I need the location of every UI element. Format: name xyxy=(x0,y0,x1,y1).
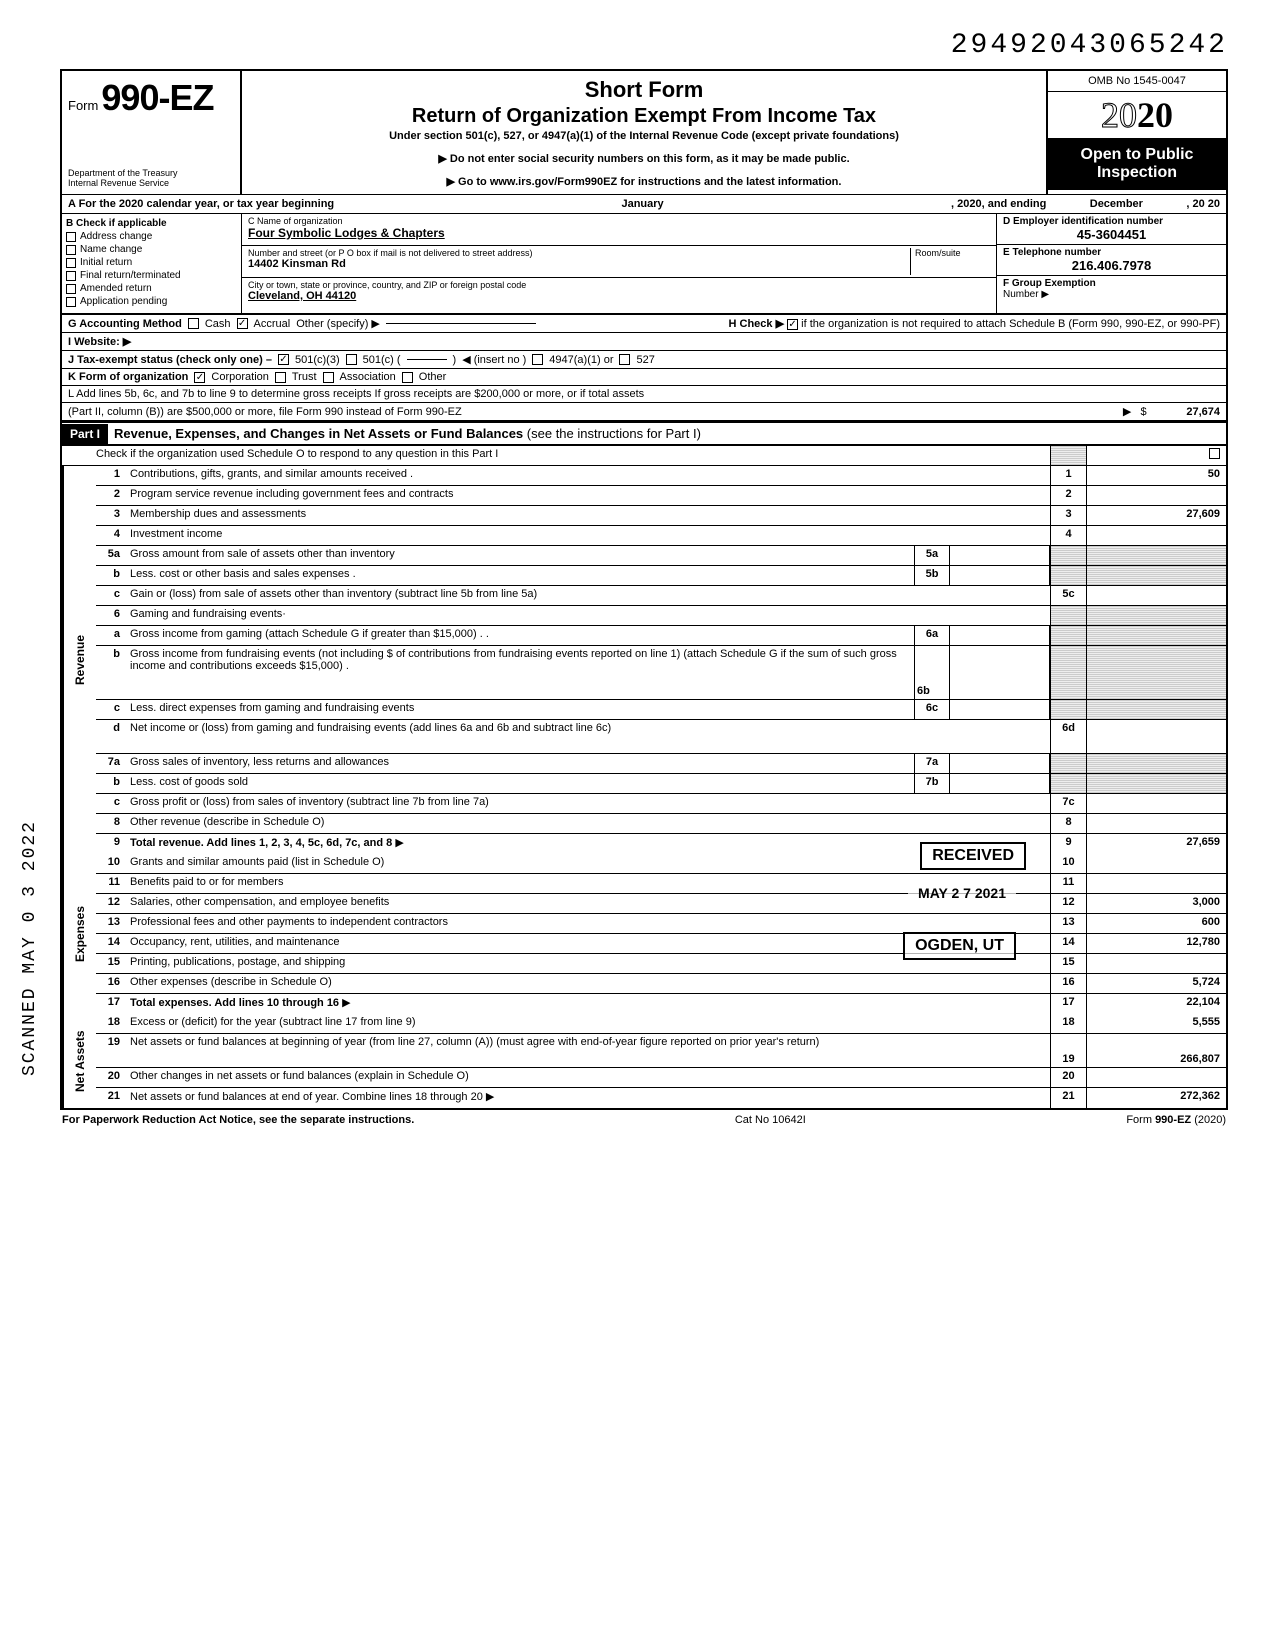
ein: 45-3604451 xyxy=(1003,227,1220,242)
dln: 29492043065242 xyxy=(60,30,1228,61)
warn-line: Do not enter social security numbers on … xyxy=(262,152,1026,165)
chk-h[interactable] xyxy=(787,319,798,330)
chk-527[interactable] xyxy=(619,354,630,365)
amt-17: 22,104 xyxy=(1086,994,1226,1014)
header-grid: B Check if applicable Address change Nam… xyxy=(60,214,1228,315)
title-cell: Short Form Return of Organization Exempt… xyxy=(242,71,1046,194)
chk-corp[interactable] xyxy=(194,372,205,383)
chk-4947[interactable] xyxy=(532,354,543,365)
amt-12: 3,000 xyxy=(1086,894,1226,913)
org-city: Cleveland, OH 44120 xyxy=(248,290,990,302)
part-i-header: Part I Revenue, Expenses, and Changes in… xyxy=(60,422,1228,446)
chk-501c[interactable] xyxy=(346,354,357,365)
amt-3: 27,609 xyxy=(1086,506,1226,525)
chk-schedule-o[interactable] xyxy=(1209,448,1220,459)
chk-amended[interactable] xyxy=(66,284,76,294)
chk-cash[interactable] xyxy=(188,318,199,329)
right-col: OMB No 1545-0047 20202020 Open to Public… xyxy=(1046,71,1226,194)
chk-pending[interactable] xyxy=(66,297,76,307)
subtitle: Under section 501(c), 527, or 4947(a)(1)… xyxy=(262,130,1026,142)
col-mid: C Name of organization Four Symbolic Lod… xyxy=(242,214,996,313)
ledger: Check if the organization used Schedule … xyxy=(60,446,1228,1110)
amt-21: 272,362 xyxy=(1086,1088,1226,1108)
chk-address[interactable] xyxy=(66,232,76,242)
org-name: Four Symbolic Lodges & Chapters xyxy=(248,226,990,240)
amt-16: 5,724 xyxy=(1086,974,1226,993)
chk-501c3[interactable] xyxy=(278,354,289,365)
amt-13: 600 xyxy=(1086,914,1226,933)
form-id-cell: Form 990-EZ Department of the Treasury I… xyxy=(62,71,242,194)
footer: For Paperwork Reduction Act Notice, see … xyxy=(60,1110,1228,1130)
dept-line2: Internal Revenue Service xyxy=(68,178,234,188)
form-number: 990-EZ xyxy=(101,77,213,118)
amt-1: 50 xyxy=(1086,466,1226,485)
stamp-scanned: SCANNED MAY 0 3 2022 xyxy=(20,820,40,1076)
omb: OMB No 1545-0047 xyxy=(1048,71,1226,92)
amt-19: 266,807 xyxy=(1086,1034,1226,1067)
chk-initial[interactable] xyxy=(66,258,76,268)
open-public: Open to Public Inspection xyxy=(1048,138,1226,190)
phone: 216.406.7978 xyxy=(1003,258,1220,273)
tax-year: 20202020 xyxy=(1048,92,1226,138)
amt-14: 12,780 xyxy=(1086,934,1226,953)
short-form: Short Form xyxy=(262,77,1026,103)
dept-line1: Department of the Treasury xyxy=(68,168,234,178)
amt-9: 27,659 xyxy=(1086,834,1226,854)
col-b: B Check if applicable Address change Nam… xyxy=(62,214,242,313)
chk-trust[interactable] xyxy=(275,372,286,383)
org-address: 14402 Kinsman Rd xyxy=(248,258,910,270)
tab-revenue: Revenue xyxy=(62,466,96,854)
chk-assoc[interactable] xyxy=(323,372,334,383)
form-header: Form 990-EZ Department of the Treasury I… xyxy=(60,69,1228,194)
tab-net-assets: Net Assets xyxy=(62,1014,96,1108)
chk-name[interactable] xyxy=(66,245,76,255)
form-prefix: Form xyxy=(68,98,98,113)
return-title: Return of Organization Exempt From Incom… xyxy=(262,105,1026,128)
chk-final[interactable] xyxy=(66,271,76,281)
meta-rows: G Accounting Method Cash Accrual Other (… xyxy=(60,315,1228,422)
tab-expenses: Expenses xyxy=(62,854,96,1014)
line-a: A For the 2020 calendar year, or tax yea… xyxy=(60,194,1228,214)
gross-receipts: 27,674 xyxy=(1186,406,1220,418)
goto-line: Go to www.irs.gov/Form990EZ for instruct… xyxy=(262,175,1026,188)
chk-accrual[interactable] xyxy=(237,318,248,329)
col-right: D Employer identification number 45-3604… xyxy=(996,214,1226,313)
chk-other[interactable] xyxy=(402,372,413,383)
amt-18: 5,555 xyxy=(1086,1014,1226,1033)
